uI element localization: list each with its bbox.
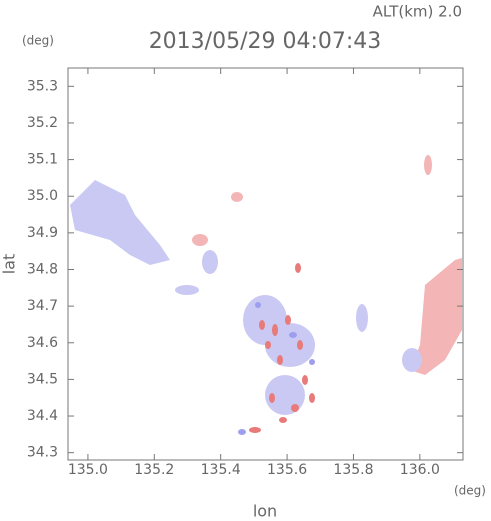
echo (192, 234, 208, 246)
y-tick-label: 35.2 (27, 115, 58, 131)
echo (297, 340, 303, 350)
echo (265, 323, 315, 367)
echo (265, 341, 271, 349)
echo (289, 332, 297, 338)
echo (255, 302, 261, 308)
altitude-label: ALT(km) 2.0 (373, 3, 462, 21)
echo (202, 250, 218, 274)
echo (424, 155, 432, 175)
x-tick-label: 135.0 (68, 462, 108, 478)
echo (309, 393, 315, 403)
echo (279, 417, 287, 423)
echo (285, 315, 291, 325)
y-tick-label: 35.3 (27, 78, 58, 94)
echo (302, 375, 308, 385)
chart-title: 2013/05/29 04:07:43 (149, 29, 382, 54)
echo (238, 429, 246, 435)
echo (231, 192, 243, 202)
y-unit: (deg) (22, 34, 54, 48)
y-axis-label: lat (0, 254, 19, 275)
echo (402, 348, 422, 372)
echo (295, 263, 301, 273)
echo (259, 320, 265, 330)
y-tick-label: 34.5 (27, 371, 58, 387)
x-axis-label: lon (253, 502, 277, 521)
y-tick-label: 34.8 (27, 261, 58, 277)
echo (291, 404, 299, 412)
echo (70, 180, 170, 265)
echo (410, 258, 462, 375)
y-tick-label: 34.9 (27, 225, 58, 241)
x-tick-label: 135.8 (333, 462, 373, 478)
x-tick-label: 136.0 (400, 462, 440, 478)
echo (277, 355, 283, 365)
y-tick-label: 34.4 (27, 408, 58, 424)
echo (269, 393, 275, 403)
echo (272, 324, 278, 336)
echo (249, 427, 261, 433)
y-tick-label: 35.0 (27, 188, 58, 204)
y-tick-label: 35.1 (27, 152, 58, 168)
x-unit: (deg) (454, 484, 486, 498)
y-tick-label: 34.6 (27, 335, 58, 351)
echo (309, 359, 315, 365)
echo (175, 285, 199, 295)
x-tick-label: 135.6 (267, 462, 307, 478)
y-tick-label: 34.3 (27, 445, 58, 461)
x-tick-label: 135.4 (201, 462, 241, 478)
radar-echoes (70, 155, 462, 435)
plot-frame (67, 67, 464, 461)
y-tick-label: 34.7 (27, 298, 58, 314)
echo (356, 304, 368, 332)
x-tick-label: 135.2 (134, 462, 174, 478)
